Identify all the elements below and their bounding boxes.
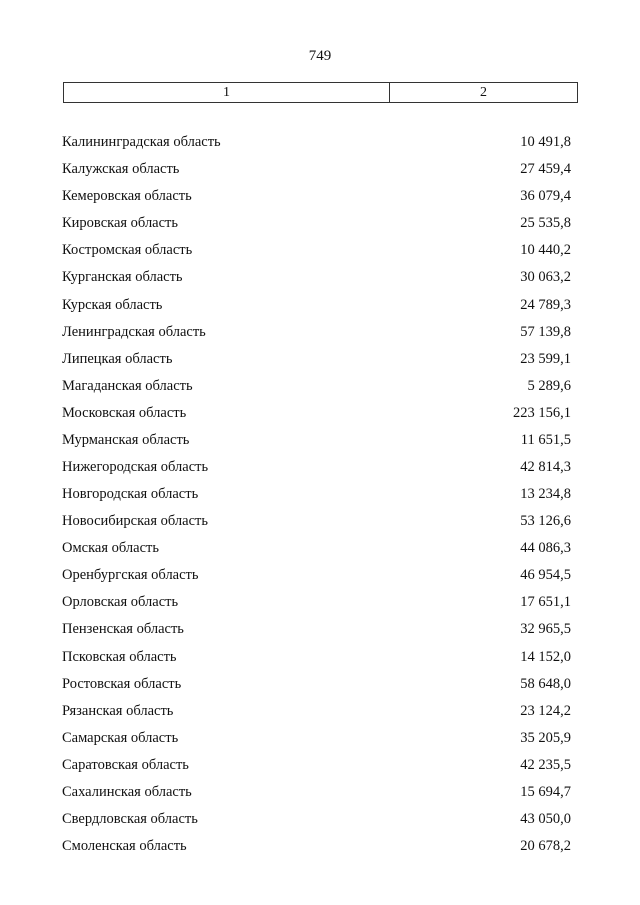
region-value: 42 235,5: [520, 756, 571, 773]
region-value: 25 535,8: [520, 215, 571, 232]
table-row: Рязанская область 23 124,2: [62, 698, 571, 725]
region-name: Свердловская область: [62, 810, 198, 827]
table-row: Костромская область 10 440,2: [62, 237, 571, 264]
region-value: 11 651,5: [520, 431, 571, 448]
region-name: Омская область: [62, 540, 159, 557]
region-name: Смоленская область: [62, 838, 187, 855]
region-value: 35 205,9: [520, 729, 571, 746]
region-value: 20 678,2: [520, 838, 571, 855]
table-row: Ростовская область 58 648,0: [62, 671, 571, 698]
region-name: Калининградская область: [62, 134, 221, 151]
region-name: Ленинградская область: [62, 323, 206, 340]
region-name: Псковская область: [62, 648, 177, 665]
header-col-2: 2: [480, 84, 487, 100]
region-name: Курская область: [62, 296, 163, 313]
region-value: 36 079,4: [520, 188, 571, 205]
region-value: 42 814,3: [520, 458, 571, 475]
region-name: Самарская область: [62, 729, 179, 746]
region-name: Новгородская область: [62, 486, 199, 503]
table-header: 1 2: [63, 82, 578, 103]
table-row: Кировская область 25 535,8: [62, 210, 571, 237]
table-row: Нижегородская область 42 814,3: [62, 454, 571, 481]
table-row: Псковская область 14 152,0: [62, 643, 571, 670]
region-value: 57 139,8: [520, 323, 571, 340]
table-row: Самарская область 35 205,9: [62, 725, 571, 752]
region-name: Калужская область: [62, 161, 180, 178]
region-value: 10 440,2: [520, 242, 571, 259]
table-row: Мурманская область 11 651,5: [62, 427, 571, 454]
region-name: Мурманская область: [62, 431, 190, 448]
table-row: Калужская область 27 459,4: [62, 156, 571, 183]
region-name: Нижегородская область: [62, 458, 209, 475]
page-number: 749: [308, 48, 332, 64]
region-value: 46 954,5: [520, 567, 571, 584]
region-name: Магаданская область: [62, 377, 193, 394]
table-row: Смоленская область 20 678,2: [62, 833, 571, 860]
region-value: 223 156,1: [513, 404, 571, 421]
table-row: Сахалинская область 15 694,7: [62, 779, 571, 806]
region-value: 15 694,7: [520, 783, 571, 800]
table-row: Калининградская область 10 491,8: [62, 129, 571, 156]
table-row: Курская область 24 789,3: [62, 291, 571, 318]
region-name: Оренбургская область: [62, 567, 199, 584]
region-value: 23 124,2: [520, 702, 571, 719]
table-row: Новосибирская область 53 126,6: [62, 508, 571, 535]
region-value: 13 234,8: [520, 486, 571, 503]
region-name: Орловская область: [62, 594, 179, 611]
region-name: Кемеровская область: [62, 188, 192, 205]
region-name: Ростовская область: [62, 675, 182, 692]
region-value: 10 491,8: [520, 134, 571, 151]
region-value: 43 050,0: [520, 810, 571, 827]
region-value: 44 086,3: [520, 540, 571, 557]
table-row: Ленинградская область 57 139,8: [62, 319, 571, 346]
table-row: Пензенская область 32 965,5: [62, 616, 571, 643]
region-value: 58 648,0: [520, 675, 571, 692]
table-row: Кемеровская область 36 079,4: [62, 183, 571, 210]
region-name: Костромская область: [62, 242, 193, 259]
region-name: Кировская область: [62, 215, 179, 232]
region-name: Сахалинская область: [62, 783, 192, 800]
region-value: 30 063,2: [520, 269, 571, 286]
table-row: Саратовская область 42 235,5: [62, 752, 571, 779]
region-name: Курганская область: [62, 269, 183, 286]
table-row: Липецкая область 23 599,1: [62, 346, 571, 373]
region-name: Новосибирская область: [62, 513, 208, 530]
table-row: Курганская область 30 063,2: [62, 264, 571, 291]
region-value: 5 289,6: [527, 377, 572, 394]
table-body: Калининградская область 10 491,8 Калужская…: [62, 129, 571, 860]
table-row: Орловская область 17 651,1: [62, 589, 571, 616]
region-value: 17 651,1: [520, 594, 571, 611]
region-value: 53 126,6: [520, 513, 571, 530]
table-row: Свердловская область 43 050,0: [62, 806, 571, 833]
table-row: Оренбургская область 46 954,5: [62, 562, 571, 589]
region-name: Рязанская область: [62, 702, 174, 719]
table-row: Новгородская область 13 234,8: [62, 481, 571, 508]
table-row: Магаданская область 5 289,6: [62, 373, 571, 400]
region-name: Саратовская область: [62, 756, 189, 773]
region-value: 14 152,0: [520, 648, 571, 665]
region-name: Пензенская область: [62, 621, 184, 638]
region-value: 23 599,1: [520, 350, 571, 367]
region-value: 24 789,3: [520, 296, 571, 313]
table-row: Омская область 44 086,3: [62, 535, 571, 562]
region-value: 32 965,5: [520, 621, 571, 638]
region-name: Московская область: [62, 404, 187, 421]
header-col-1: 1: [64, 83, 390, 102]
region-name: Липецкая область: [62, 350, 173, 367]
region-value: 27 459,4: [520, 161, 571, 178]
table-row: Московская область 223 156,1: [62, 400, 571, 427]
